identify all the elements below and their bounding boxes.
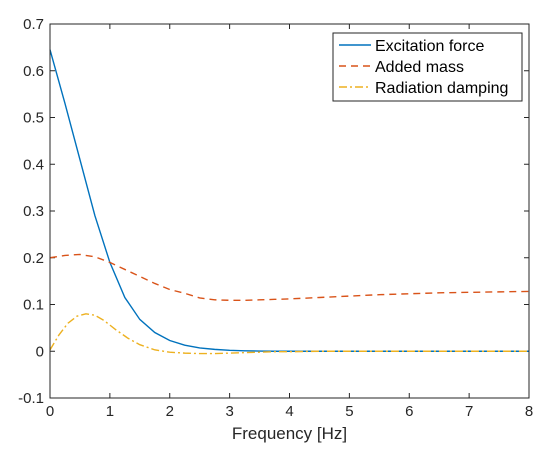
series-line-1: [49, 253, 530, 301]
legend-label: Excitation force: [375, 38, 484, 55]
legend: Excitation force Added mass Radiation damp…: [332, 32, 523, 102]
x-tick-label: 0: [46, 403, 54, 420]
y-tick-label: 0.5: [23, 110, 44, 127]
axes-box: [49, 23, 530, 399]
x-tick-label: 7: [465, 403, 473, 420]
series-line-2: [49, 313, 529, 355]
y-tick-label: 0.4: [23, 156, 44, 173]
legend-label: Added mass: [375, 59, 464, 76]
y-tick-label: 0.6: [23, 63, 44, 80]
y-tick-label: 0.2: [23, 250, 44, 267]
y-tick-label: 0: [36, 343, 44, 360]
x-tick-label: 3: [225, 403, 233, 420]
x-tick-label: 6: [405, 403, 413, 420]
x-tick-label: 8: [525, 403, 533, 420]
y-tick-label: 0.1: [23, 297, 44, 314]
x-tick-label: 5: [345, 403, 353, 420]
legend-label: Radiation damping: [375, 80, 508, 97]
y-tick-label: 0.7: [23, 16, 44, 33]
y-tick-label: 0.3: [23, 203, 44, 220]
series-layer: [49, 49, 530, 355]
x-axis-label: Frequency [Hz]: [232, 424, 347, 443]
y-tick-label: -0.1: [18, 390, 44, 407]
x-tick-label: 2: [166, 403, 174, 420]
x-tick-label: 4: [285, 403, 293, 420]
x-tick-label: 1: [106, 403, 114, 420]
